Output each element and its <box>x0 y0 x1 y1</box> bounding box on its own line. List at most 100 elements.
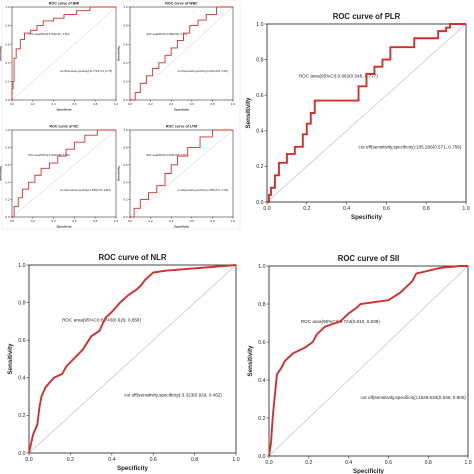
roc-curve-line <box>12 129 116 218</box>
x-tick-label: 1.0 <box>231 102 236 106</box>
x-tick-label: 0.8 <box>210 102 215 106</box>
cutoff-annotation: cut off(sensitivity,specificity):21.775(… <box>60 70 112 73</box>
y-tick-label: 0.0 <box>18 451 25 457</box>
x-axis-label: Specificity <box>56 225 71 229</box>
chart-title: ROC curve of LYM <box>166 125 197 129</box>
x-tick-label: 1.0 <box>232 457 239 463</box>
x-axis-label: Specificity <box>117 465 149 472</box>
x-tick-label: 0.8 <box>93 219 98 223</box>
x-tick-label: 1.0 <box>114 102 119 106</box>
y-tick-label: 0.8 <box>123 24 128 28</box>
diagonal-reference-line <box>129 129 234 218</box>
y-tick-label: 0.8 <box>18 300 25 306</box>
x-tick-label: 0.2 <box>303 206 310 212</box>
chart-title: ROC curve of NC <box>49 125 79 129</box>
x-tick-label: 0.6 <box>72 219 77 223</box>
roc-curve-line <box>11 6 116 100</box>
y-axis-label: Sensitivity <box>247 345 254 377</box>
x-tick-label: 0.8 <box>423 206 430 212</box>
y-tick-label: 0.0 <box>5 98 10 102</box>
diagonal-reference-line <box>11 129 117 218</box>
y-tick-label: 0.6 <box>258 340 265 346</box>
y-tick-label: 0.2 <box>18 413 25 419</box>
diagonal-reference-line <box>266 23 467 203</box>
roc-chart-roc-curve-of-bmi: 0.0 0.2 0.4 0.6 0.8 1.0 0.0 0.2 0.4 0.6 0.8 1.0 ROC … <box>0 2 118 112</box>
roc-chart-roc-curve-of-lym: 0.0 0.2 0.4 0.6 0.8 1.0 0.0 0.2 0.4 0.6 0.8 1.0 ROC … <box>116 125 235 229</box>
diagonal-reference-line <box>28 264 237 454</box>
y-tick-label: 0.0 <box>5 215 10 219</box>
y-tick-label: 0.6 <box>5 42 10 46</box>
y-tick-label: 1.0 <box>123 5 128 9</box>
y-tick-label: 0.6 <box>5 163 10 167</box>
x-tick-label: 0.8 <box>210 219 215 223</box>
y-tick-label: 1.0 <box>258 264 265 270</box>
cutoff-annotation: cut off(sensitivity,specificity):1528.63… <box>361 395 467 400</box>
y-tick-label: 1.0 <box>5 128 10 132</box>
y-axis-label: Sensitivity <box>116 166 120 181</box>
roc-area-annotation: ROC area(95%CI):0.702(0.580, 0.824) <box>29 154 70 157</box>
y-tick-label: 0.4 <box>5 180 10 184</box>
y-tick-label: 0.2 <box>123 198 128 202</box>
chart-title: ROC curve of SII <box>338 254 400 263</box>
y-tick-label: 1.0 <box>5 5 10 9</box>
y-tick-label: 0.6 <box>123 163 128 167</box>
x-tick-label: 0.0 <box>265 460 272 466</box>
y-tick-label: 1.0 <box>18 263 25 269</box>
y-tick-label: 0.0 <box>123 215 128 219</box>
y-tick-label: 0.8 <box>5 145 10 149</box>
y-tick-label: 0.6 <box>123 42 128 46</box>
small-panels-frame <box>1 0 241 230</box>
cutoff-annotation: cut off(sensitivity,specificity):6.320(0… <box>177 70 228 73</box>
roc-area-annotation: ROC area(95%CI):0.686(0.561, 0.811) <box>146 33 187 36</box>
x-tick-label: 0.4 <box>108 457 115 463</box>
x-tick-label: 1.0 <box>464 460 471 466</box>
y-tick-label: 0.4 <box>18 376 25 382</box>
x-tick-label: 0.0 <box>25 457 32 463</box>
x-tick-label: 0.4 <box>343 206 350 212</box>
roc-curve-line <box>130 6 233 101</box>
diagonal-reference-line <box>11 6 117 101</box>
y-axis-label: Sensitivity <box>7 343 14 375</box>
x-tick-label: 0.8 <box>191 457 198 463</box>
roc-chart-roc-curve-of-plr: 0.0 0.2 0.4 0.6 0.8 1.0 0.0 0.2 0.4 0.6 0.8 1.0 ROC … <box>245 12 470 221</box>
x-tick-label: 0.2 <box>149 102 154 106</box>
x-tick-label: 0.0 <box>10 219 15 223</box>
cutoff-annotation: cut off(sensitivity,specificity):4.365(0… <box>60 189 111 192</box>
chart-title: ROC curve of BMI <box>49 2 80 6</box>
y-axis-label: Sensitivity <box>0 166 2 181</box>
roc-chart-roc-curve-of-nlr: 0.0 0.2 0.4 0.6 0.8 1.0 0.0 0.2 0.4 0.6 0.8 1.0 ROC … <box>7 253 240 472</box>
y-tick-label: 0.4 <box>5 61 10 65</box>
x-tick-label: 0.4 <box>345 460 352 466</box>
y-tick-label: 0.2 <box>258 416 265 422</box>
x-tick-label: 1.0 <box>114 219 119 223</box>
y-tick-label: 0.2 <box>256 164 263 170</box>
y-axis-label: Sensitivity <box>0 46 2 61</box>
y-tick-label: 1.0 <box>123 128 128 132</box>
roc-curve-line <box>268 265 468 457</box>
x-tick-label: 0.6 <box>150 457 157 463</box>
x-tick-label: 1.0 <box>462 206 469 212</box>
y-axis-label: Sensitivity <box>116 46 120 61</box>
y-tick-label: 0.6 <box>18 338 25 344</box>
y-tick-label: 0.2 <box>5 198 10 202</box>
x-tick-label: 0.6 <box>190 102 195 106</box>
y-tick-label: 0.4 <box>123 61 128 65</box>
x-tick-label: 0.4 <box>169 219 174 223</box>
diagonal-reference-line <box>268 265 469 457</box>
roc-chart-roc-curve-of-nc: 0.0 0.2 0.4 0.6 0.8 1.0 0.0 0.2 0.4 0.6 0.8 1.0 ROC … <box>0 125 118 229</box>
x-tick-label: 0.2 <box>31 102 36 106</box>
x-tick-label: 0.0 <box>128 219 133 223</box>
y-tick-label: 0.8 <box>5 24 10 28</box>
x-tick-label: 0.4 <box>52 219 57 223</box>
y-tick-label: 0.0 <box>258 454 265 460</box>
y-tick-label: 0.6 <box>256 93 263 99</box>
chart-title: ROC curve of WBC <box>165 2 198 6</box>
y-tick-label: 0.2 <box>5 79 10 83</box>
roc-curve-line <box>130 129 233 218</box>
x-tick-label: 0.8 <box>93 102 98 106</box>
chart-title: ROC curve of PLR <box>333 12 401 21</box>
y-tick-label: 0.0 <box>123 98 128 102</box>
x-tick-label: 0.6 <box>72 102 77 106</box>
y-tick-label: 0.4 <box>256 129 263 135</box>
